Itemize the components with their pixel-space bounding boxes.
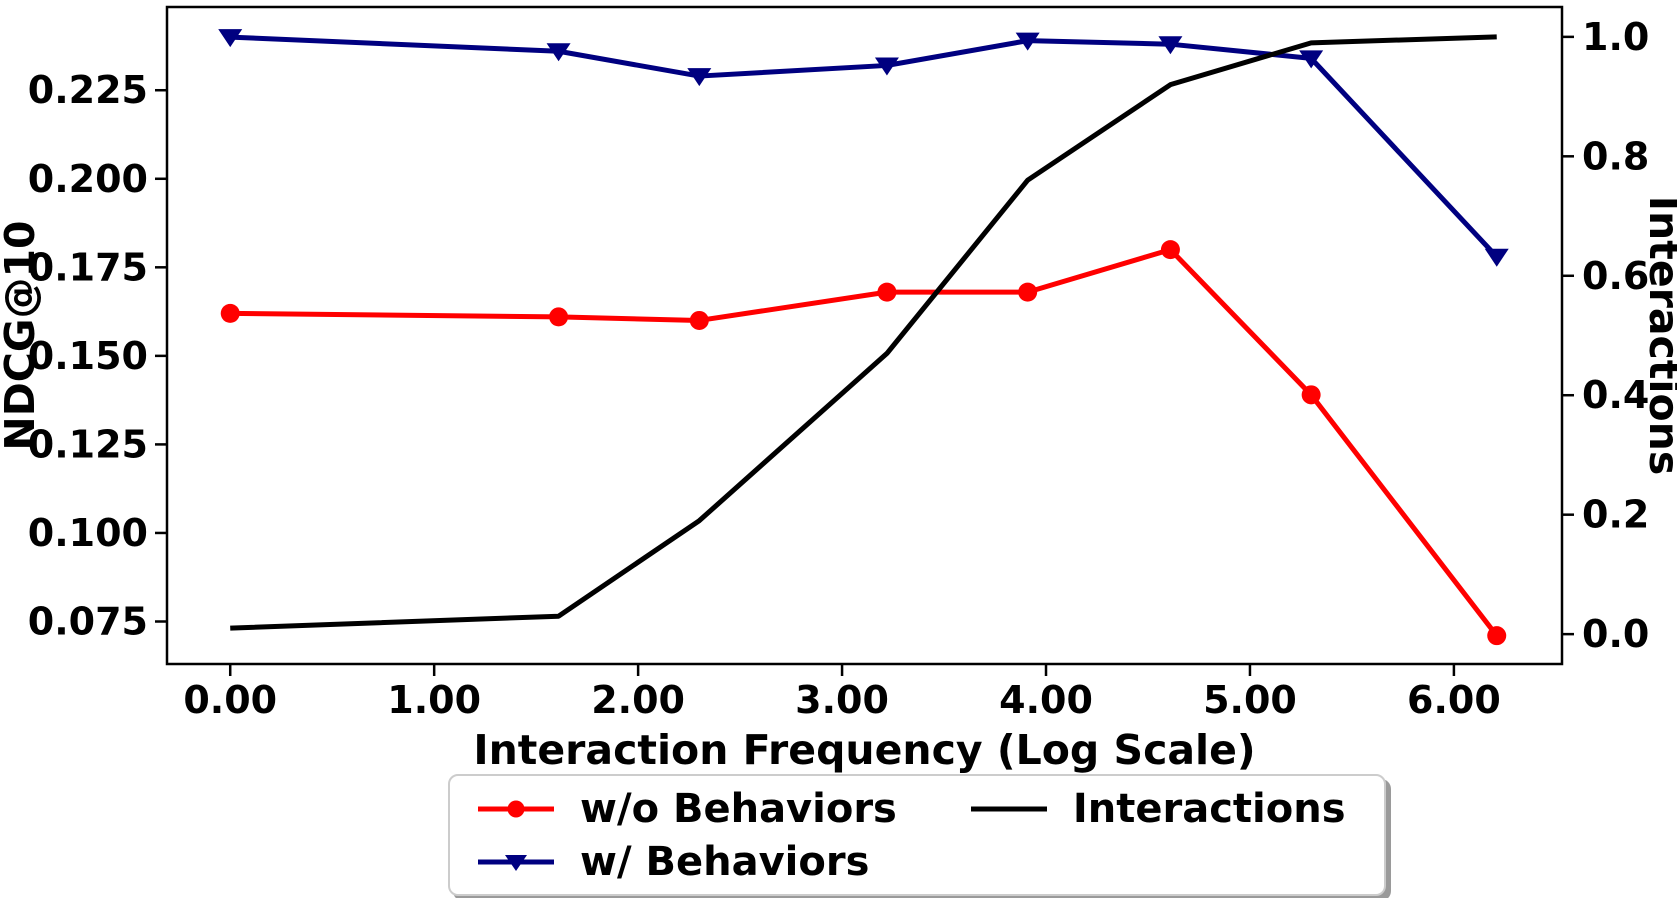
y-right-tick-label: 0.8 [1582, 134, 1649, 178]
data-point-marker-w-o-behaviors [877, 282, 897, 302]
y-right-axis-title: Interactions [1640, 196, 1677, 475]
legend-line-sample-w-o-behaviors [478, 800, 554, 817]
y-left-tick-label: 0.225 [28, 68, 148, 112]
data-point-marker-w-behaviors [218, 29, 243, 48]
legend-label-interactions: Interactions [1072, 785, 1346, 832]
data-point-marker-w-o-behaviors [549, 307, 569, 327]
legend-item-w-o-behaviors: w/o Behaviors [476, 789, 897, 829]
data-point-marker-w-behaviors [546, 43, 571, 62]
x-tick-label: 2.00 [591, 678, 685, 722]
legend-circle-marker-icon [507, 800, 525, 817]
data-point-marker-w-behaviors [1158, 36, 1183, 55]
y-left-tick-label: 0.175 [28, 245, 148, 289]
y-left-axis-title: NDCG@10 [0, 220, 44, 450]
y-left-tick-label: 0.150 [28, 334, 148, 378]
y-left-tick-label: 0.075 [28, 599, 148, 643]
data-point-marker-w-o-behaviors [689, 310, 709, 330]
series-line-w-behaviors [230, 34, 1499, 259]
legend-triangle-down-marker-icon [505, 854, 527, 871]
legend-label-w-o-behaviors: w/o Behaviors [580, 785, 897, 832]
y-left-tick-label: 0.200 [28, 157, 148, 201]
y-right-tick-label: 0.6 [1582, 254, 1649, 298]
x-tick-label: 6.00 [1407, 678, 1501, 722]
legend-label-w-behaviors: w/ Behaviors [580, 838, 870, 885]
x-tick-label: 1.00 [387, 678, 481, 722]
legend-item-interactions: Interactions [969, 789, 1346, 829]
y-right-tick-label: 0.2 [1582, 493, 1649, 537]
legend-line-sample-w-behaviors [478, 854, 554, 871]
y-left-tick-label: 0.100 [28, 511, 148, 555]
x-tick-label: 4.00 [999, 678, 1093, 722]
x-tick-label: 3.00 [795, 678, 889, 722]
data-point-marker-w-o-behaviors [1018, 282, 1038, 302]
y-right-tick-label: 0.4 [1582, 373, 1649, 417]
plot-spines [165, 5, 1564, 666]
data-point-marker-w-behaviors [1299, 50, 1324, 69]
data-point-marker-w-o-behaviors [1160, 240, 1180, 260]
series-line-interactions [230, 34, 1497, 631]
x-tick-label: 0.00 [183, 678, 277, 722]
legend: w/o Behaviors w/ Behaviors Interactions [448, 774, 1386, 896]
y-right-tick-label: 0.0 [1582, 612, 1649, 656]
legend-line-sample-interactions [970, 806, 1047, 811]
data-point-marker-w-behaviors [874, 57, 899, 76]
data-point-marker-w-o-behaviors [1301, 385, 1321, 405]
legend-item-w-behaviors: w/ Behaviors [476, 842, 897, 882]
series-line-w-o-behaviors [230, 247, 1499, 638]
data-point-marker-w-behaviors [1484, 248, 1509, 267]
data-point-marker-w-behaviors [687, 68, 712, 87]
data-point-marker-w-o-behaviors [220, 303, 240, 323]
x-tick-label: 5.00 [1203, 678, 1297, 722]
y-right-tick-label: 1.0 [1582, 15, 1649, 59]
y-left-tick-label: 0.125 [28, 422, 148, 466]
plot-area-background [167, 7, 1562, 664]
data-point-marker-w-o-behaviors [1487, 626, 1507, 646]
data-point-marker-w-behaviors [1015, 32, 1040, 51]
x-axis-title: Interaction Frequency (Log Scale) [473, 726, 1255, 774]
